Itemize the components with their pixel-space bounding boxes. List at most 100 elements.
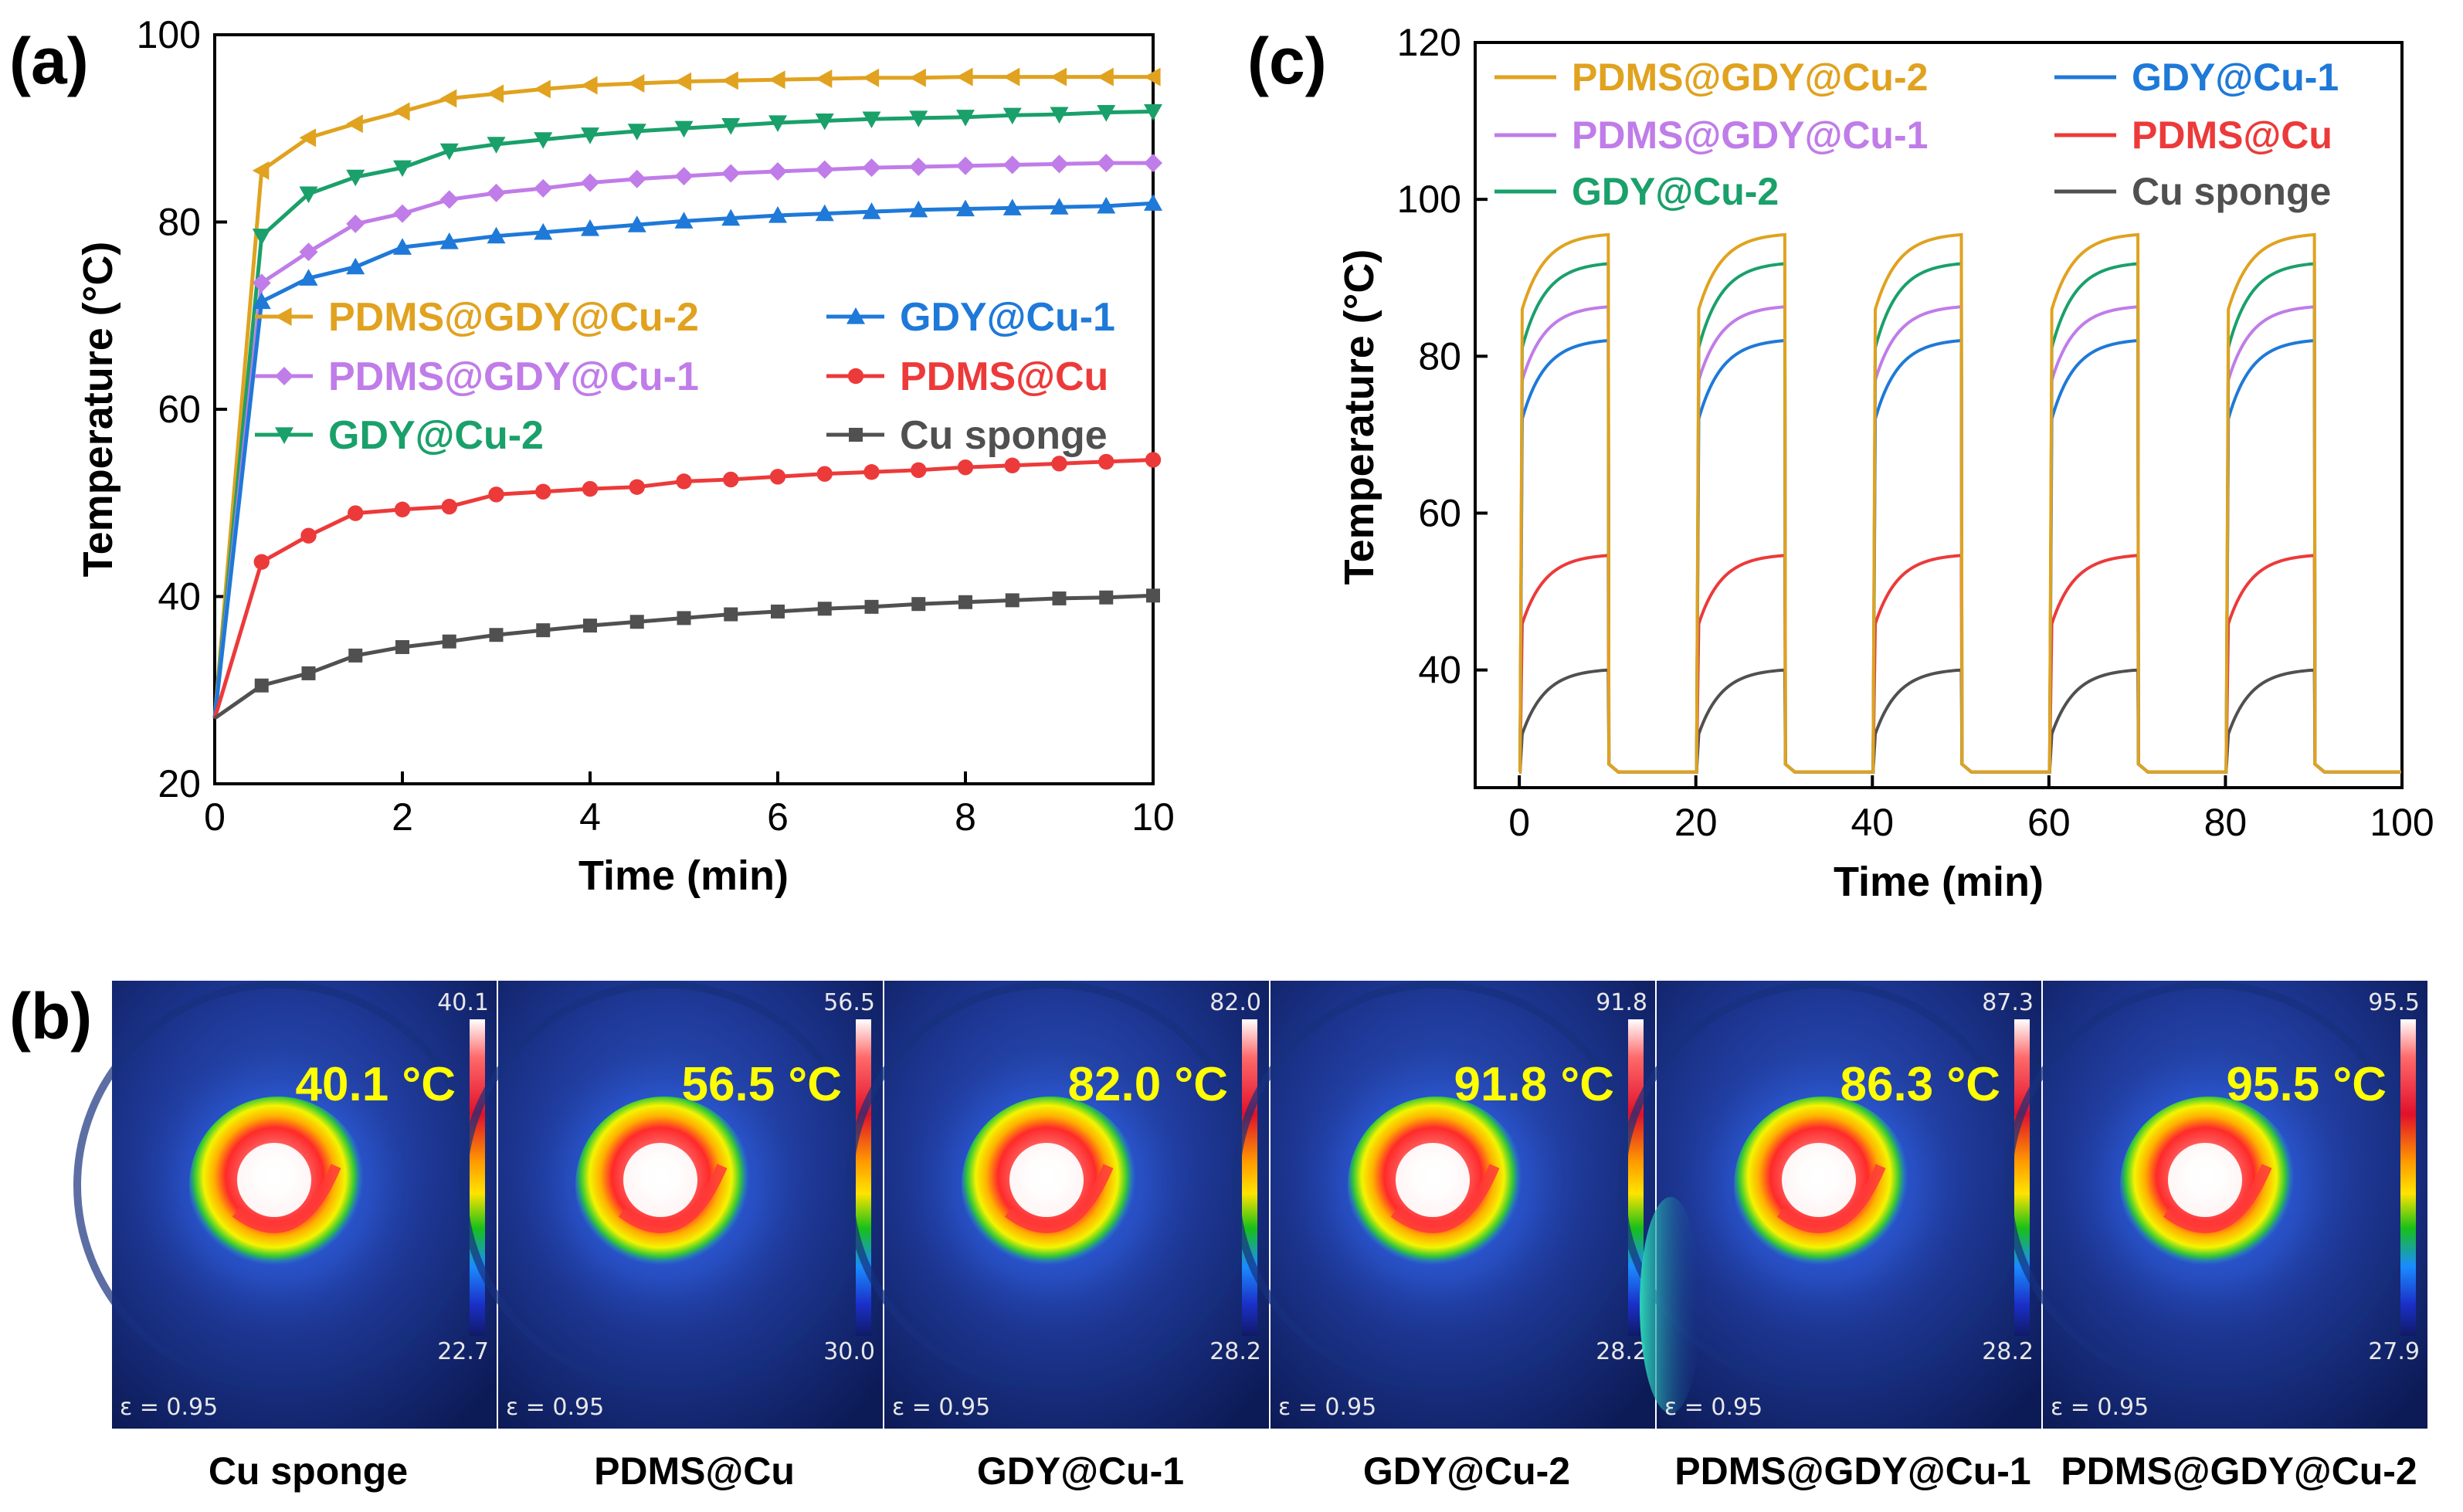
a-point-gdy-cu-2 — [815, 113, 834, 131]
a-series-pdms-cu — [212, 452, 1162, 719]
edge-glow — [1640, 1197, 1701, 1413]
a-point-pdms-cu — [863, 464, 880, 480]
panel-a-label: (a) — [9, 25, 89, 97]
scale-min: 28.2 — [1596, 1338, 1647, 1365]
c-line-pdms-gdy-cu-2 — [1518, 232, 2401, 774]
a-legend-label: Cu sponge — [900, 413, 1108, 458]
a-point-gdy-cu-2 — [909, 110, 928, 127]
c-line-pdms-cu — [1518, 554, 2401, 774]
c-xtick-label: 40 — [1851, 801, 1894, 844]
a-point-pdms-gdy-cu-1 — [1144, 154, 1162, 173]
a-point-cu-sponge — [1005, 593, 1019, 608]
a-point-gdy-cu-2 — [862, 111, 881, 129]
a-point-cu-sponge — [583, 619, 597, 633]
a-point-pdms-cu — [488, 486, 504, 503]
a-point-pdms-gdy-cu-1 — [487, 183, 506, 202]
emissivity: ε = 0.95 — [506, 1394, 604, 1421]
hot-arc — [618, 1164, 728, 1233]
a-point-gdy-cu-1 — [909, 200, 928, 218]
hot-core — [623, 1143, 697, 1217]
a-point-cu-sponge — [489, 628, 504, 642]
a-point-pdms-gdy-cu-1 — [1050, 154, 1069, 174]
panel-c-ylabel: Temperature (°C) — [1336, 249, 1382, 585]
emissivity: ε = 0.95 — [120, 1394, 218, 1421]
a-point-pdms-gdy-cu-2 — [393, 102, 410, 121]
scale-max: 91.8 — [1596, 989, 1647, 1016]
a-point-gdy-cu-2 — [627, 124, 646, 141]
a-point-cu-sponge — [677, 611, 691, 625]
hot-core — [1009, 1143, 1084, 1217]
a-point-gdy-cu-2 — [534, 132, 553, 149]
panel-b-thermal-images: (b) 40.1 22.7 ε = 0.95 40.1 °C Cu sponge 56.5… — [9, 980, 2427, 1493]
a-point-pdms-gdy-cu-2 — [674, 72, 692, 91]
sample-label: Cu sponge — [209, 1449, 408, 1493]
measured-temp: 95.5 °C — [2227, 1058, 2387, 1111]
a-point-gdy-cu-1 — [252, 292, 271, 310]
c-legend-label: GDY@Cu-1 — [2132, 56, 2339, 99]
c-legend-label: PDMS@GDY@Cu-1 — [1572, 114, 1928, 157]
a-legend-marker — [275, 307, 292, 326]
thermal-image-gdy-cu-2: 91.8 28.2 ε = 0.95 91.8 °C GDY@Cu-2 — [1232, 981, 1655, 1493]
a-point-gdy-cu-1 — [393, 238, 412, 255]
a-point-pdms-cu — [441, 498, 457, 515]
a-point-pdms-cu — [911, 462, 927, 479]
a-legend-marker — [849, 428, 863, 442]
a-point-cu-sponge — [1052, 591, 1067, 605]
a-point-pdms-gdy-cu-1 — [909, 157, 928, 176]
a-point-gdy-cu-1 — [1003, 198, 1022, 215]
thermal-image-gdy-cu-1: 82.0 28.2 ε = 0.95 82.0 °C GDY@Cu-1 — [846, 981, 1269, 1493]
a-point-pdms-gdy-cu-1 — [534, 178, 553, 198]
a-legend-label: PDMS@GDY@Cu-1 — [328, 354, 699, 399]
c-line-pdms-gdy-cu-1 — [1518, 305, 2401, 774]
a-point-gdy-cu-1 — [299, 269, 318, 286]
color-scale-bar — [470, 1019, 485, 1336]
a-point-pdms-gdy-cu-2 — [909, 68, 926, 87]
sample-label: PDMS@GDY@Cu-1 — [1674, 1449, 2030, 1493]
c-xtick-label: 20 — [1674, 801, 1718, 844]
scale-max: 87.3 — [1982, 989, 2034, 1016]
a-ytick-label: 20 — [158, 762, 201, 805]
a-point-pdms-gdy-cu-2 — [299, 128, 317, 147]
a-point-gdy-cu-1 — [768, 206, 787, 223]
scale-max: 40.1 — [437, 989, 489, 1016]
a-point-pdms-gdy-cu-1 — [815, 160, 834, 179]
hot-arc — [1776, 1164, 1886, 1233]
a-xtick-label: 10 — [1131, 795, 1175, 839]
c-line-gdy-cu-1 — [1518, 338, 2401, 774]
a-point-pdms-gdy-cu-2 — [815, 69, 833, 88]
a-legend-pdms-gdy-cu-1: PDMS@GDY@Cu-1 — [255, 354, 699, 399]
thermal-image-cu-sponge: 40.1 22.7 ε = 0.95 40.1 °C Cu sponge — [73, 981, 497, 1493]
a-point-pdms-gdy-cu-2 — [768, 70, 785, 90]
c-ytick-label: 80 — [1418, 334, 1461, 378]
a-point-gdy-cu-2 — [721, 118, 741, 135]
a-point-pdms-gdy-cu-1 — [1097, 154, 1116, 173]
c-xtick-label: 80 — [2204, 801, 2248, 844]
a-point-pdms-gdy-cu-1 — [768, 162, 787, 181]
a-point-gdy-cu-1 — [1097, 196, 1116, 214]
a-point-gdy-cu-1 — [534, 222, 553, 240]
hot-core — [237, 1143, 311, 1217]
panel-a-frame — [213, 33, 1155, 785]
scale-min: 28.2 — [1982, 1338, 2034, 1365]
a-point-gdy-cu-2 — [581, 127, 599, 144]
a-point-gdy-cu-2 — [1097, 105, 1116, 122]
a-xtick-label: 8 — [955, 795, 976, 839]
a-legend-pdms-gdy-cu-2: PDMS@GDY@Cu-2 — [255, 295, 699, 340]
c-legend-label: PDMS@GDY@Cu-2 — [1572, 56, 1928, 99]
c-legend-label: PDMS@Cu — [2132, 114, 2332, 157]
a-point-gdy-cu-1 — [439, 232, 459, 249]
emissivity: ε = 0.95 — [1664, 1394, 1762, 1421]
c-legend-label: GDY@Cu-2 — [1572, 170, 1779, 213]
measured-temp: 56.5 °C — [682, 1058, 842, 1111]
a-point-pdms-gdy-cu-1 — [299, 242, 318, 262]
a-point-pdms-gdy-cu-2 — [252, 161, 270, 180]
color-scale-bar — [2400, 1019, 2416, 1336]
a-point-pdms-gdy-cu-2 — [581, 76, 598, 95]
a-point-pdms-gdy-cu-2 — [534, 80, 551, 99]
measured-temp: 40.1 °C — [296, 1058, 456, 1111]
a-point-pdms-gdy-cu-2 — [627, 74, 645, 93]
c-legend-pdms-gdy-cu-1: PDMS@GDY@Cu-1 — [1494, 114, 1928, 157]
a-point-pdms-gdy-cu-1 — [581, 173, 599, 192]
color-scale-bar — [1242, 1019, 1257, 1336]
